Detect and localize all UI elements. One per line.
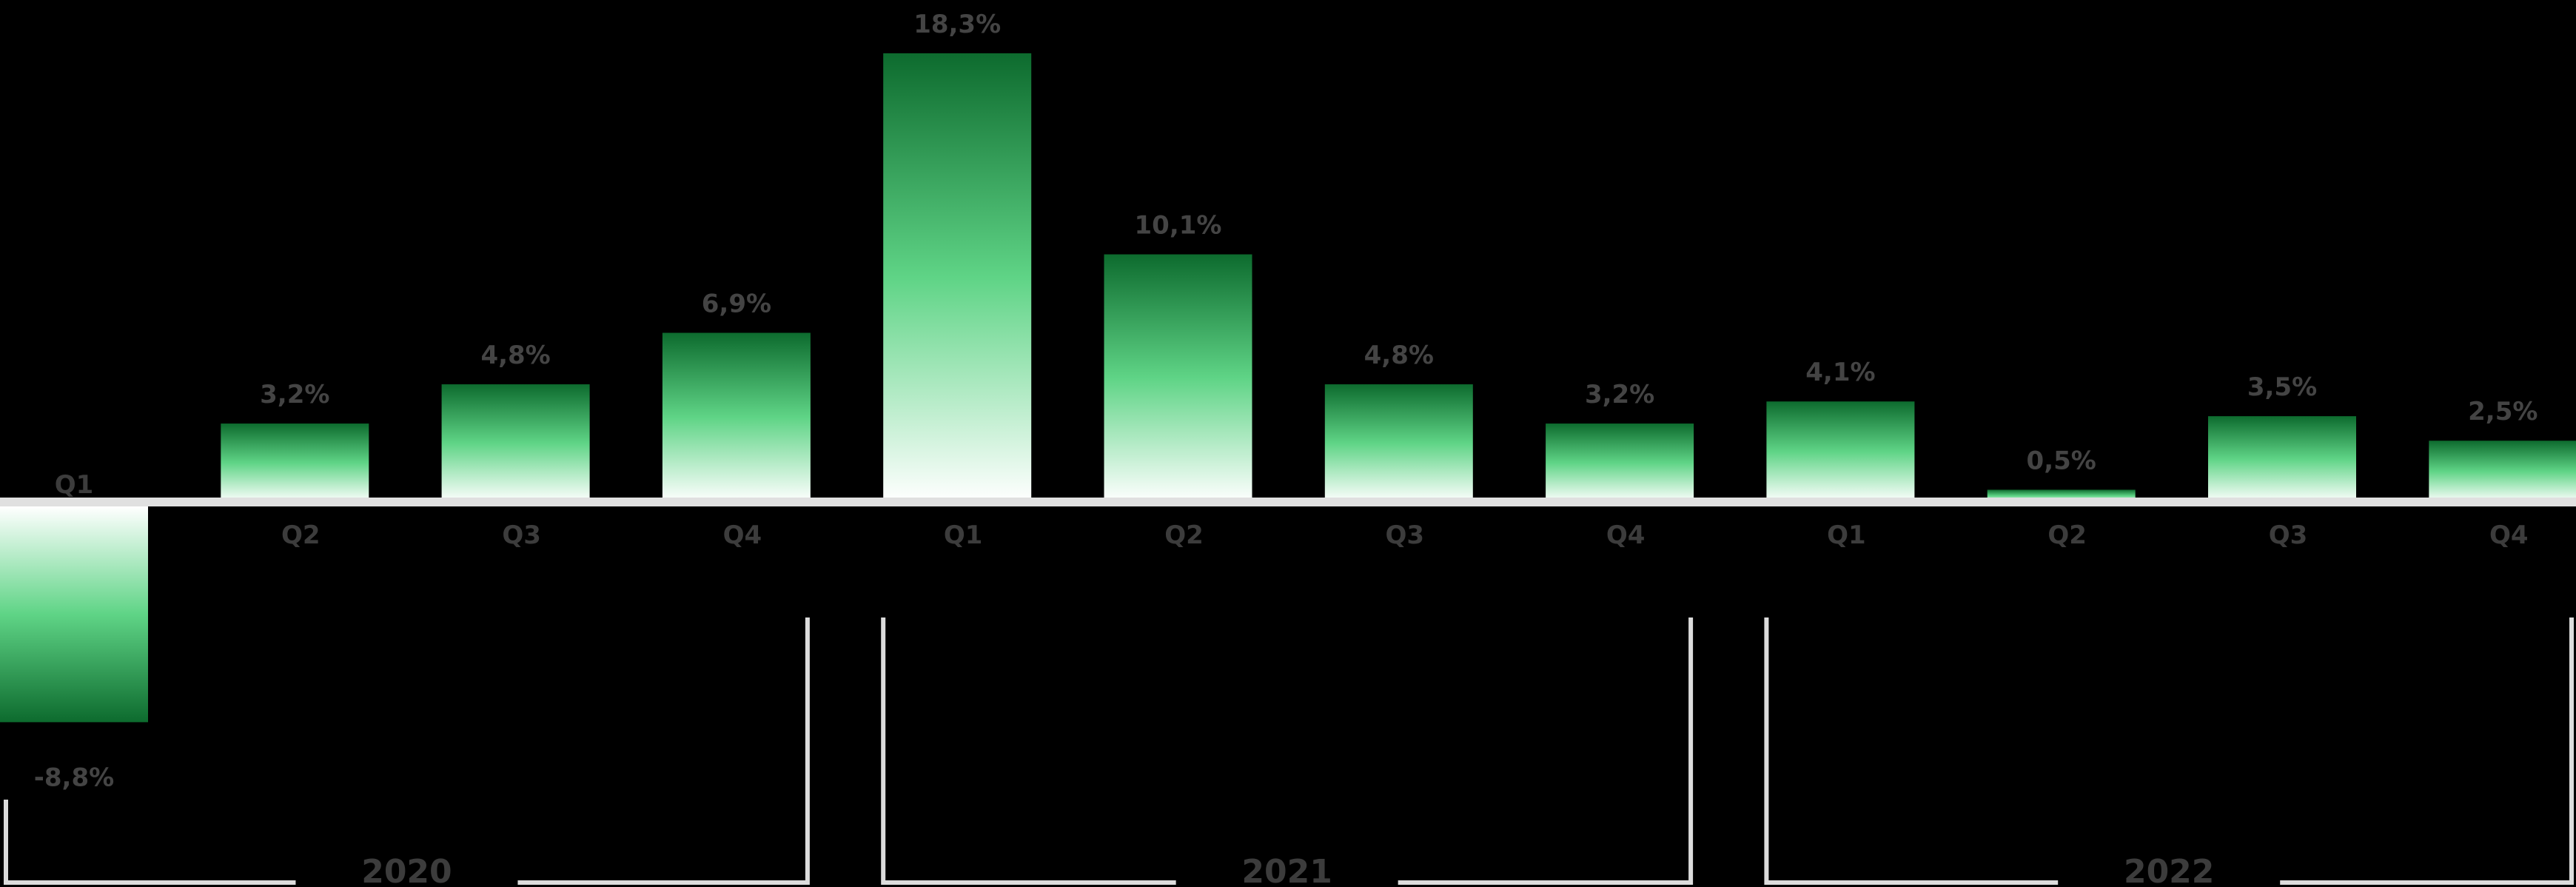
group-bracket-right bbox=[1398, 617, 1694, 885]
category-label-10: Q2 bbox=[2047, 521, 2087, 550]
category-label-5: Q1 bbox=[944, 521, 983, 550]
year-label: 2020 bbox=[361, 853, 452, 887]
category-label-9: Q1 bbox=[1827, 521, 1866, 550]
group-bracket-right bbox=[2280, 617, 2574, 885]
bar-2 bbox=[221, 424, 369, 502]
bar-7 bbox=[1324, 384, 1473, 502]
data-label-8: 3,2% bbox=[1585, 380, 1654, 409]
year-groups: 2020 2021 2022 bbox=[4, 617, 2574, 887]
bar-3 bbox=[441, 384, 590, 502]
bar-1 bbox=[0, 506, 148, 723]
bar-5 bbox=[883, 53, 1032, 502]
year-label: 2021 bbox=[1241, 853, 1332, 887]
group-bracket-left bbox=[1764, 617, 2059, 885]
data-label-2: 3,2% bbox=[260, 380, 329, 409]
data-label-5: 18,3% bbox=[913, 10, 1001, 39]
bar-4 bbox=[662, 332, 811, 502]
category-label-12: Q4 bbox=[2489, 521, 2529, 550]
bar-9 bbox=[1766, 401, 1915, 502]
year-group-2022: 2022 bbox=[1764, 617, 2574, 887]
group-bracket-right bbox=[517, 617, 810, 885]
category-label-11: Q3 bbox=[2269, 521, 2308, 550]
bar-8 bbox=[1546, 424, 1694, 502]
year-label: 2022 bbox=[2124, 853, 2214, 887]
data-label-12: 2,5% bbox=[2468, 397, 2538, 426]
bar-11 bbox=[2208, 416, 2356, 502]
year-group-2020: 2020 bbox=[4, 617, 810, 887]
category-label-7: Q3 bbox=[1386, 521, 1425, 550]
data-label-7: 4,8% bbox=[1364, 341, 1434, 370]
value-labels: -8,8% 3,2% 4,8% 6,9% 18,3% 10,1% 4,8% 3,2% 4,1% 0… bbox=[34, 10, 2538, 792]
category-label-2: Q2 bbox=[281, 521, 321, 550]
data-label-9: 4,1% bbox=[1805, 358, 1875, 387]
bar-12 bbox=[2429, 441, 2576, 502]
data-label-1: -8,8% bbox=[34, 763, 114, 792]
year-group-2021: 2021 bbox=[881, 617, 1694, 887]
category-label-3: Q3 bbox=[502, 521, 541, 550]
data-label-4: 6,9% bbox=[702, 289, 771, 319]
bars-layer bbox=[0, 53, 2576, 723]
data-label-10: 0,5% bbox=[2027, 446, 2096, 475]
category-label-4: Q4 bbox=[723, 521, 762, 550]
data-label-3: 4,8% bbox=[480, 341, 550, 370]
category-labels: Q1 Q2 Q3 Q4 Q1 Q2 Q3 Q4 Q1 Q2 Q3 Q4 bbox=[55, 470, 2529, 550]
bar-6 bbox=[1104, 254, 1252, 502]
group-bracket-left bbox=[4, 800, 296, 885]
category-label-1: Q1 bbox=[55, 470, 94, 500]
category-label-6: Q2 bbox=[1164, 521, 1204, 550]
group-bracket-left bbox=[881, 617, 1176, 885]
data-label-11: 3,5% bbox=[2247, 372, 2317, 402]
data-label-6: 10,1% bbox=[1135, 211, 1222, 241]
category-label-8: Q4 bbox=[1606, 521, 1646, 550]
